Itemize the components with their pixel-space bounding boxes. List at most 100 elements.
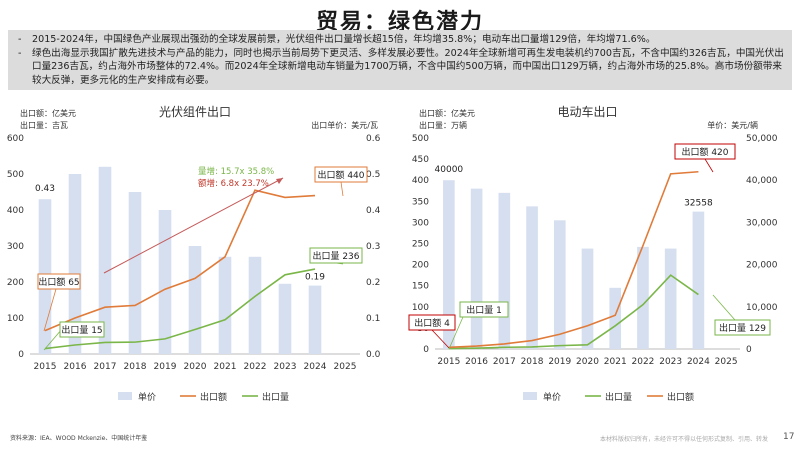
callout-label: 出口额 420 <box>681 146 728 158</box>
y2-tick-label: 0.0 <box>366 350 381 360</box>
x-tick-label: 2018 <box>124 362 147 372</box>
callout-label: 出口量 15 <box>61 324 102 336</box>
right-unit-label: 单价：美元/辆 <box>707 120 758 130</box>
price-bar <box>248 256 262 354</box>
legend-label: 单价 <box>543 391 561 403</box>
y2-tick-label: 0.6 <box>366 134 381 144</box>
price-bar <box>308 285 322 354</box>
bullet-item: - 2015-2024年，中国绿色产业展现出强劲的全球发展前景，光伏组件出口量增… <box>18 33 784 47</box>
x-tick-label: 2015 <box>437 357 460 367</box>
source-note: 资料来源：IEA、WOOD Mckenzie、中国统计年鉴 <box>10 435 148 442</box>
y2-tick-label: 20,000 <box>746 261 778 271</box>
export-value-line <box>44 189 316 332</box>
legend-label: 出口额 <box>200 391 227 403</box>
x-tick-label: 2023 <box>274 362 297 372</box>
left-unit-label: 出口额：亿美元 <box>20 108 76 118</box>
callout-box <box>459 301 509 318</box>
legend-swatch <box>523 392 537 400</box>
chart-title: 电动车出口 <box>557 104 617 119</box>
x-tick-label: 2019 <box>548 357 571 367</box>
callout-leader <box>43 288 57 332</box>
callout-label: 出口量 1 <box>466 304 502 316</box>
bullet-text: 2015-2024年，中国绿色产业展现出强劲的全球发展前景，光伏组件出口量增长超… <box>32 34 656 45</box>
export-volume-line <box>448 274 699 350</box>
callout-leader <box>431 329 450 349</box>
y-tick-label: 500 <box>412 134 429 144</box>
y-tick-label: 300 <box>7 242 24 252</box>
x-tick-label: 2023 <box>659 357 682 367</box>
callout-leader <box>448 316 464 350</box>
y-tick-label: 400 <box>412 176 429 186</box>
y2-tick-label: 0.3 <box>366 242 380 252</box>
price-bar <box>526 206 538 349</box>
price-bar <box>443 180 455 349</box>
price-bar <box>218 256 232 354</box>
export-value-line <box>448 170 699 349</box>
bullet-marker: - <box>18 34 22 45</box>
price-data-label: 0.43 <box>35 184 55 194</box>
callout-label: 出口额 440 <box>317 169 364 181</box>
summary-bullets: - 2015-2024年，中国绿色产业展现出强劲的全球发展前景，光伏组件出口量增… <box>8 30 792 90</box>
price-data-label: 40000 <box>435 165 464 175</box>
growth-annotation-value: 额增: 6.8x 23.7% <box>198 178 269 189</box>
y2-tick-label: 40,000 <box>746 176 778 186</box>
legend-label: 出口量 <box>605 391 632 403</box>
callout-box <box>309 247 363 264</box>
y-tick-label: 150 <box>412 282 429 292</box>
price-bar <box>498 192 511 349</box>
x-tick-label: 2022 <box>244 362 267 372</box>
callout-leader <box>712 294 736 321</box>
left-unit-label: 出口量：万辆 <box>419 120 467 130</box>
price-bar <box>68 174 82 354</box>
y-tick-label: 0 <box>18 350 24 360</box>
x-tick-label: 2017 <box>493 357 516 367</box>
x-tick-label: 2015 <box>34 362 57 372</box>
callout-label: 出口量 129 <box>719 322 766 334</box>
copyright-note: 本材料版权归所有，未经许可不得以任何形式复制、引用、转发 <box>600 436 769 443</box>
callout-leader <box>340 181 344 197</box>
y2-tick-label: 0.4 <box>366 206 381 216</box>
y-tick-label: 600 <box>7 134 24 144</box>
y-tick-label: 250 <box>412 240 429 250</box>
y-tick-label: 100 <box>412 303 429 313</box>
callout-label: 出口额 4 <box>414 317 450 329</box>
bullet-text: 绿色出海显示我国扩散先进技术与产品的能力，同时也揭示当前局势下更灵活、多样发展必… <box>32 47 784 86</box>
price-bar <box>692 211 705 349</box>
y2-tick-label: 0.5 <box>366 170 380 180</box>
export-volume-line <box>44 268 316 350</box>
price-data-label: 32558 <box>684 199 713 209</box>
x-tick-label: 2024 <box>304 362 327 372</box>
callout-box <box>314 166 368 183</box>
legend-label: 出口额 <box>667 391 694 403</box>
y-tick-label: 200 <box>412 261 429 271</box>
callout-leader <box>43 328 63 351</box>
page-number: 17 <box>783 432 795 442</box>
y-tick-label: 450 <box>412 155 429 165</box>
y-tick-label: 100 <box>7 314 24 324</box>
callout-leader <box>704 158 714 173</box>
x-tick-label: 2020 <box>184 362 207 372</box>
callout-box <box>714 319 771 336</box>
y-tick-label: 400 <box>7 206 24 216</box>
x-tick-label: 2025 <box>715 357 738 367</box>
y2-tick-label: 0.1 <box>366 314 380 324</box>
left-unit-label: 出口量：吉瓦 <box>20 120 68 130</box>
y2-tick-label: 50,000 <box>746 134 778 144</box>
price-bar <box>470 188 483 349</box>
callout-box <box>59 321 105 338</box>
right-unit-label: 出口单价：美元/瓦 <box>311 120 378 130</box>
x-tick-label: 2024 <box>687 357 710 367</box>
x-tick-label: 2020 <box>576 357 599 367</box>
y-tick-label: 200 <box>7 278 24 288</box>
bullet-item: - 绿色出海显示我国扩散先进技术与产品的能力，同时也揭示当前局势下更灵活、多样发… <box>18 47 784 88</box>
callout-label: 出口额 65 <box>38 276 79 288</box>
y-tick-label: 500 <box>7 170 24 180</box>
x-tick-label: 2022 <box>632 357 655 367</box>
y-tick-label: 350 <box>412 197 429 207</box>
callout-box <box>37 273 81 290</box>
x-tick-label: 2018 <box>521 357 544 367</box>
growth-arrow <box>103 177 284 274</box>
legend-swatch <box>118 392 132 400</box>
chart-title: 光伏组件出口 <box>159 105 231 119</box>
